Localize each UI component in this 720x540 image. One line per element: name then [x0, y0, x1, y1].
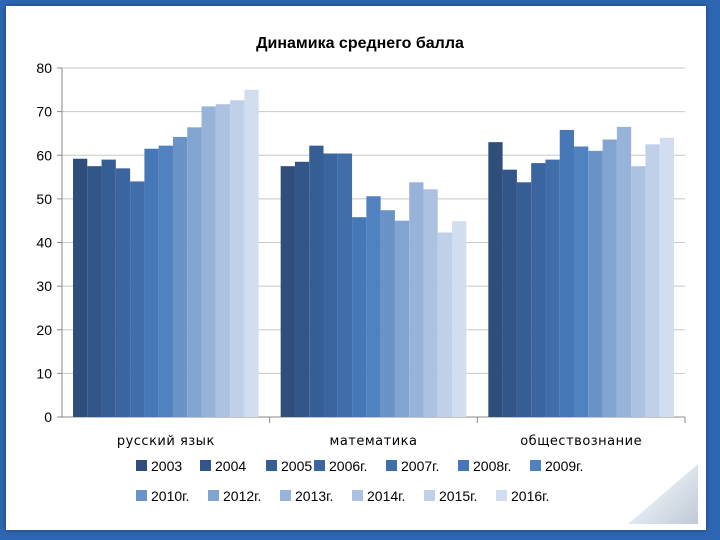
bar: [115, 168, 131, 417]
chart-title: Динамика среднего балла: [256, 35, 464, 52]
bar: [280, 166, 295, 417]
legend-swatch: [200, 460, 211, 471]
legend-swatch: [136, 460, 147, 471]
bar: [130, 181, 145, 417]
legend-swatch: [386, 460, 397, 471]
legend-label: 2003: [151, 458, 182, 474]
legend-swatch: [266, 460, 277, 471]
bar: [294, 161, 310, 417]
bar: [423, 189, 438, 417]
legend-label: 2016г.: [511, 488, 549, 504]
category-labels: русский язык математика обществознание: [117, 434, 642, 449]
bar: [101, 159, 116, 418]
y-tick-label: 10: [36, 365, 52, 381]
legend-label: 2009г.: [545, 458, 583, 474]
y-tick-label: 50: [36, 191, 52, 207]
bar: [559, 129, 575, 417]
y-tick-label: 30: [36, 278, 52, 294]
bar: [323, 153, 338, 417]
bar: [230, 100, 245, 417]
bar: [380, 210, 395, 417]
bar: [452, 221, 467, 417]
bar: [645, 144, 660, 417]
legend-label: 2010г.: [151, 488, 189, 504]
legend: 2003 2004 2005 2006г. 2007г. 2008г. 2009г. 2010…: [136, 458, 583, 504]
legend-label: 2005: [281, 458, 312, 474]
bar: [588, 150, 603, 417]
y-tick-labels: 0 10 20 30 40 50 60 70 80: [36, 60, 52, 425]
y-tick-label: 60: [36, 147, 52, 163]
legend-swatch: [424, 490, 435, 501]
slide: Динамика среднего балла 0 10 20 30 40 50 60 70 8…: [6, 6, 706, 530]
legend-label: 2008г.: [473, 458, 511, 474]
y-tick-label: 0: [44, 409, 52, 425]
bar: [502, 169, 517, 417]
legend-swatch: [458, 460, 469, 471]
bar: [631, 166, 646, 417]
bar: [144, 148, 159, 417]
bar: [394, 220, 410, 417]
bar: [87, 166, 102, 417]
bar: [337, 153, 353, 417]
bar: [545, 159, 560, 418]
y-tick-label: 20: [36, 322, 52, 338]
bar: [437, 232, 453, 417]
legend-label: 2007г.: [401, 458, 439, 474]
bar-chart: Динамика среднего балла 0 10 20 30 40 50 60 70 8…: [36, 35, 686, 504]
bar: [602, 139, 617, 418]
bar: [201, 106, 216, 417]
bar: [488, 142, 503, 417]
category-label: обществознание: [520, 434, 642, 449]
legend-swatch: [496, 490, 507, 501]
legend-swatch: [530, 460, 541, 471]
legend-label: 2014г.: [367, 488, 405, 504]
bar: [409, 182, 424, 417]
bar: [73, 158, 88, 418]
legend-swatch: [280, 490, 291, 501]
bar: [352, 217, 367, 417]
bar: [158, 145, 173, 417]
y-tick-label: 80: [36, 60, 52, 76]
legend-label: 2013г.: [295, 488, 333, 504]
bar: [309, 145, 324, 417]
legend-swatch: [352, 490, 363, 501]
bars: [73, 89, 674, 418]
y-tick-label: 70: [36, 104, 52, 120]
bar: [616, 126, 632, 417]
y-tick-label: 40: [36, 235, 52, 251]
bar: [244, 89, 259, 417]
bar: [215, 104, 231, 418]
legend-label: 2006г.: [329, 458, 367, 474]
legend-label: 2004: [215, 458, 246, 474]
bar: [531, 163, 546, 417]
bar: [187, 127, 202, 417]
legend-swatch: [208, 490, 219, 501]
legend-label: 2012г.: [223, 488, 261, 504]
bar: [516, 182, 532, 417]
category-label: математика: [330, 434, 418, 449]
category-label: русский язык: [117, 434, 215, 449]
legend-swatch: [314, 460, 325, 471]
bar: [659, 137, 674, 418]
bar: [172, 136, 188, 417]
legend-swatch: [136, 490, 147, 501]
bar: [574, 146, 589, 417]
bar: [366, 196, 381, 417]
legend-label: 2015г.: [439, 488, 477, 504]
